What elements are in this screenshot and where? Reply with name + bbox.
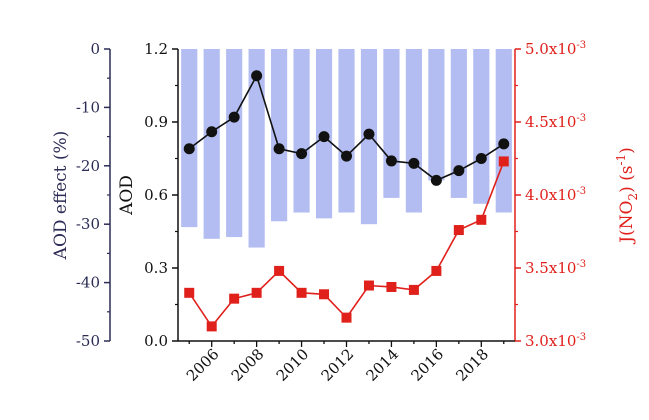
right-tick-label: 4.5x10-3 bbox=[525, 113, 586, 131]
jno2-point-2019 bbox=[498, 156, 509, 167]
bar-2016 bbox=[428, 49, 445, 181]
jno2-point-2008 bbox=[251, 287, 262, 298]
aod-point-2017 bbox=[453, 165, 465, 177]
aod-point-2015 bbox=[408, 157, 420, 169]
middle-axis-title: AOD bbox=[117, 175, 137, 216]
aod-point-2008 bbox=[251, 70, 263, 82]
aod-point-2013 bbox=[363, 128, 375, 140]
aod-point-2007 bbox=[228, 111, 240, 123]
x-tick-label: 2012 bbox=[318, 345, 358, 385]
x-tick-label: 2008 bbox=[228, 345, 268, 385]
lines-layer bbox=[183, 70, 510, 332]
jno2-point-2017 bbox=[453, 225, 464, 236]
bars-layer bbox=[181, 49, 512, 248]
x-tick-label: 2006 bbox=[183, 345, 223, 385]
x-tick-label: 2016 bbox=[407, 345, 447, 385]
bar-2019 bbox=[495, 49, 512, 213]
jno2-point-2005 bbox=[184, 287, 195, 298]
jno2-point-2018 bbox=[476, 214, 487, 225]
aod-point-2011 bbox=[318, 131, 330, 143]
aod-point-2014 bbox=[385, 155, 397, 167]
aod-point-2010 bbox=[296, 148, 308, 160]
middle-tick-label: 0.3 bbox=[144, 259, 168, 277]
aod-point-2012 bbox=[341, 150, 352, 162]
x-tick-label: 2014 bbox=[363, 345, 403, 385]
jno2-point-2015 bbox=[408, 284, 419, 295]
aod-point-2009 bbox=[273, 143, 285, 155]
jno2-point-2013 bbox=[363, 280, 374, 291]
left-tick-label: -40 bbox=[76, 274, 100, 292]
jno2-point-2016 bbox=[431, 265, 442, 276]
aod-point-2016 bbox=[430, 174, 442, 186]
bar-2005 bbox=[181, 49, 198, 228]
bar-2009 bbox=[271, 49, 288, 222]
jno2-point-2010 bbox=[296, 287, 307, 298]
left-tick-label: 0 bbox=[90, 40, 100, 58]
left-tick-label: -30 bbox=[76, 215, 100, 233]
right-tick-label: 3.5x10-3 bbox=[525, 259, 586, 277]
bar-2006 bbox=[203, 49, 220, 239]
jno2-point-2006 bbox=[206, 321, 217, 332]
right-axis-title: J(NO2) (s-1) bbox=[614, 147, 640, 245]
right-tick-label: 4.0x10-3 bbox=[525, 186, 586, 204]
x-tick-label: 2018 bbox=[452, 345, 492, 385]
aod-point-2006 bbox=[206, 126, 218, 138]
left-axis-title: AOD effect (%) bbox=[51, 131, 71, 261]
jno2-point-2012 bbox=[341, 312, 352, 323]
bar-2017 bbox=[450, 49, 467, 198]
jno2-point-2007 bbox=[229, 293, 240, 304]
left-tick-label: -20 bbox=[76, 157, 100, 175]
x-tick-label: 2010 bbox=[273, 345, 313, 385]
middle-tick-label: 0.9 bbox=[144, 113, 168, 131]
bar-2012 bbox=[338, 49, 355, 213]
jno2-point-2011 bbox=[319, 289, 330, 300]
bar-2007 bbox=[226, 49, 243, 238]
bar-2010 bbox=[293, 49, 310, 213]
jno2-point-2014 bbox=[386, 281, 397, 292]
bar-2008 bbox=[248, 49, 265, 248]
aod-point-2005 bbox=[183, 143, 195, 155]
middle-tick-label: 0.6 bbox=[144, 186, 168, 204]
aod-point-2018 bbox=[475, 153, 487, 164]
right-tick-label: 3.0x10-3 bbox=[525, 332, 586, 350]
middle-tick-label: 1.2 bbox=[144, 40, 168, 58]
left-tick-label: -50 bbox=[76, 332, 100, 350]
bar-2015 bbox=[405, 49, 422, 213]
axes-layer bbox=[104, 48, 521, 347]
aod-point-2019 bbox=[498, 138, 510, 150]
left-tick-label: -10 bbox=[76, 98, 100, 116]
bar-2018 bbox=[473, 49, 490, 204]
bar-2014 bbox=[383, 49, 400, 198]
middle-tick-label: 0.0 bbox=[144, 332, 168, 350]
jno2-point-2009 bbox=[274, 265, 285, 276]
right-tick-label: 5.0x10-3 bbox=[525, 40, 586, 58]
